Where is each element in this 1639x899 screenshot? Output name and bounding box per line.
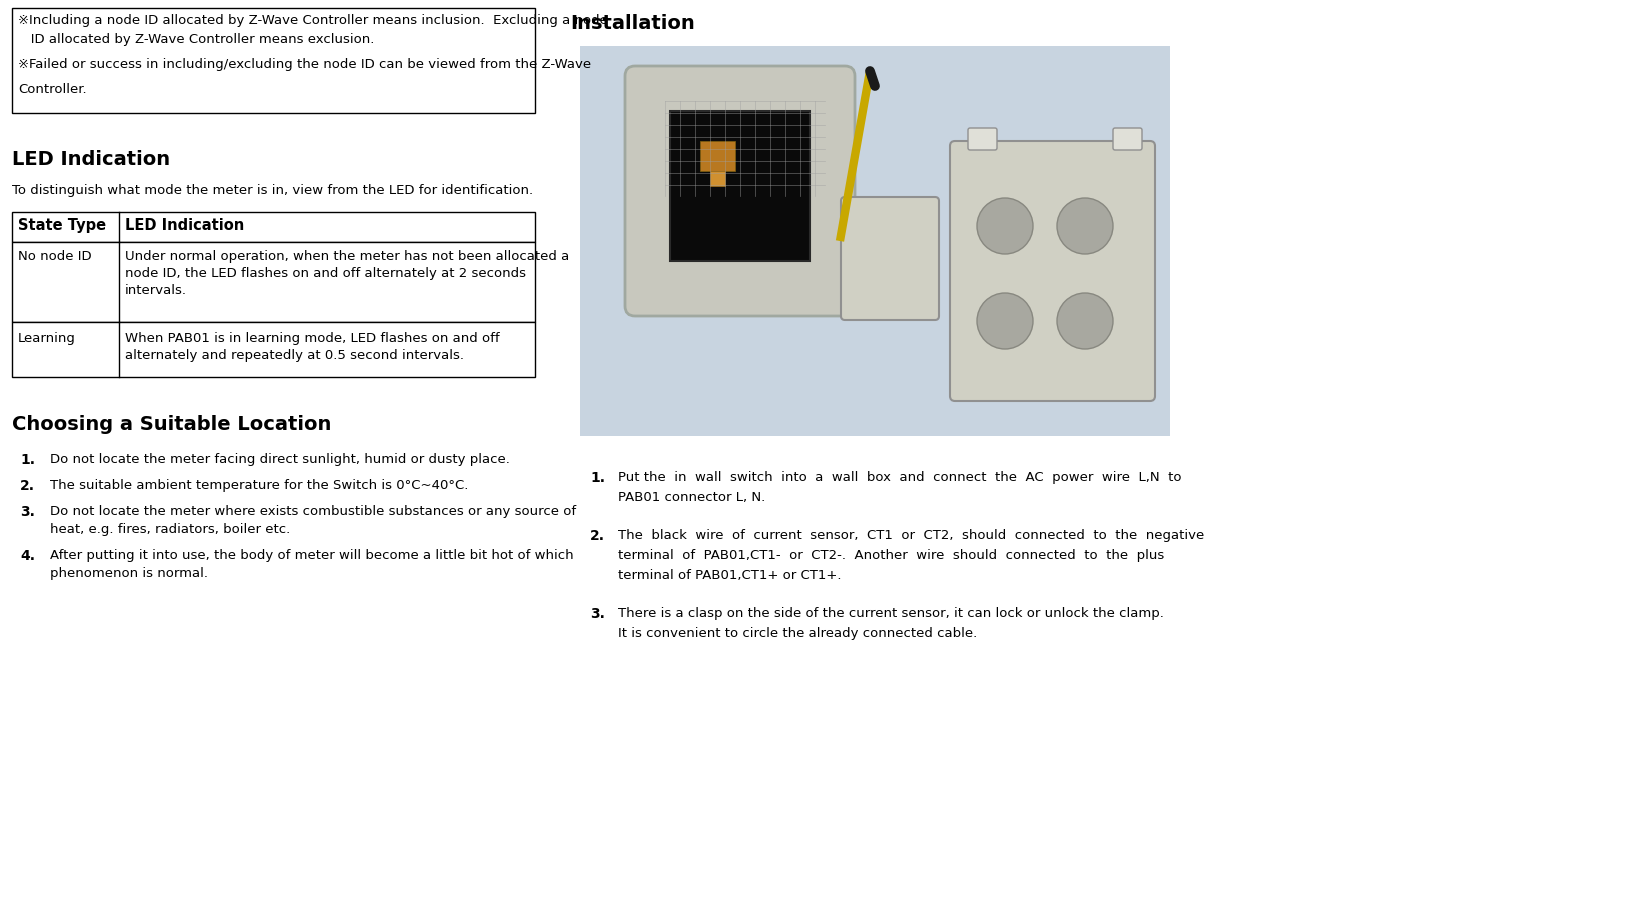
FancyBboxPatch shape: [949, 141, 1154, 401]
Text: node ID, the LED flashes on and off alternately at 2 seconds: node ID, the LED flashes on and off alte…: [125, 267, 526, 280]
Text: After putting it into use, the body of meter will become a little bit hot of whi: After putting it into use, the body of m…: [49, 549, 574, 562]
Text: Learning: Learning: [18, 332, 75, 345]
FancyBboxPatch shape: [11, 212, 534, 242]
Text: 2.: 2.: [20, 479, 34, 493]
Text: Do not locate the meter facing direct sunlight, humid or dusty place.: Do not locate the meter facing direct su…: [49, 453, 510, 466]
Text: 1.: 1.: [590, 471, 605, 485]
Text: LED Indication: LED Indication: [11, 150, 170, 169]
Text: ※Failed or success in including/excluding the node ID can be viewed from the Z-W: ※Failed or success in including/excludin…: [18, 58, 590, 71]
Text: When PAB01 is in learning mode, LED flashes on and off: When PAB01 is in learning mode, LED flas…: [125, 332, 500, 345]
Circle shape: [977, 293, 1033, 349]
Text: State Type: State Type: [18, 218, 107, 233]
Text: LED Indication: LED Indication: [125, 218, 244, 233]
Text: 3.: 3.: [590, 607, 605, 621]
Text: PAB01 connector L, N.: PAB01 connector L, N.: [618, 491, 765, 504]
FancyBboxPatch shape: [841, 197, 939, 320]
Text: It is convenient to circle the already connected cable.: It is convenient to circle the already c…: [618, 627, 977, 640]
Text: phenomenon is normal.: phenomenon is normal.: [49, 567, 208, 580]
Text: Under normal operation, when the meter has not been allocated a: Under normal operation, when the meter h…: [125, 250, 569, 263]
Text: The suitable ambient temperature for the Switch is 0°C~40°C.: The suitable ambient temperature for the…: [49, 479, 469, 492]
FancyBboxPatch shape: [11, 242, 534, 322]
Text: 3.: 3.: [20, 505, 34, 519]
Text: There is a clasp on the side of the current sensor, it can lock or unlock the cl: There is a clasp on the side of the curr…: [618, 607, 1164, 620]
Text: Put the  in  wall  switch  into  a  wall  box  and  connect  the  AC  power  wir: Put the in wall switch into a wall box a…: [618, 471, 1180, 484]
Text: intervals.: intervals.: [125, 284, 187, 297]
Text: terminal  of  PAB01,CT1-  or  CT2-.  Another  wire  should  connected  to  the  : terminal of PAB01,CT1- or CT2-. Another …: [618, 549, 1164, 562]
Text: Choosing a Suitable Location: Choosing a Suitable Location: [11, 415, 331, 434]
Text: heat, e.g. fires, radiators, boiler etc.: heat, e.g. fires, radiators, boiler etc.: [49, 523, 290, 536]
Text: To distinguish what mode the meter is in, view from the LED for identification.: To distinguish what mode the meter is in…: [11, 184, 533, 197]
FancyBboxPatch shape: [1113, 128, 1141, 150]
FancyBboxPatch shape: [11, 8, 534, 113]
Circle shape: [1057, 293, 1113, 349]
Bar: [670, 111, 810, 261]
Text: 4.: 4.: [20, 549, 34, 563]
Text: alternately and repeatedly at 0.5 second intervals.: alternately and repeatedly at 0.5 second…: [125, 349, 464, 362]
Text: 2.: 2.: [590, 529, 605, 543]
Bar: [700, 141, 734, 171]
Text: terminal of PAB01,CT1+ or CT1+.: terminal of PAB01,CT1+ or CT1+.: [618, 569, 841, 582]
Circle shape: [1057, 198, 1113, 254]
Text: Installation: Installation: [570, 14, 695, 33]
Text: No node ID: No node ID: [18, 250, 92, 263]
Text: ID allocated by Z-Wave Controller means exclusion.: ID allocated by Z-Wave Controller means …: [18, 33, 374, 46]
Bar: [710, 171, 724, 186]
Text: Do not locate the meter where exists combustible substances or any source of: Do not locate the meter where exists com…: [49, 505, 575, 518]
Text: 1.: 1.: [20, 453, 34, 467]
FancyBboxPatch shape: [967, 128, 997, 150]
Text: ※Including a node ID allocated by Z-Wave Controller means inclusion.  Excluding : ※Including a node ID allocated by Z-Wave…: [18, 14, 608, 27]
Text: Controller.: Controller.: [18, 83, 87, 96]
FancyBboxPatch shape: [624, 66, 854, 316]
Circle shape: [977, 198, 1033, 254]
Text: The  black  wire  of  current  sensor,  CT1  or  CT2,  should  connected  to  th: The black wire of current sensor, CT1 or…: [618, 529, 1203, 542]
FancyBboxPatch shape: [11, 322, 534, 377]
Bar: [580, 46, 1169, 436]
